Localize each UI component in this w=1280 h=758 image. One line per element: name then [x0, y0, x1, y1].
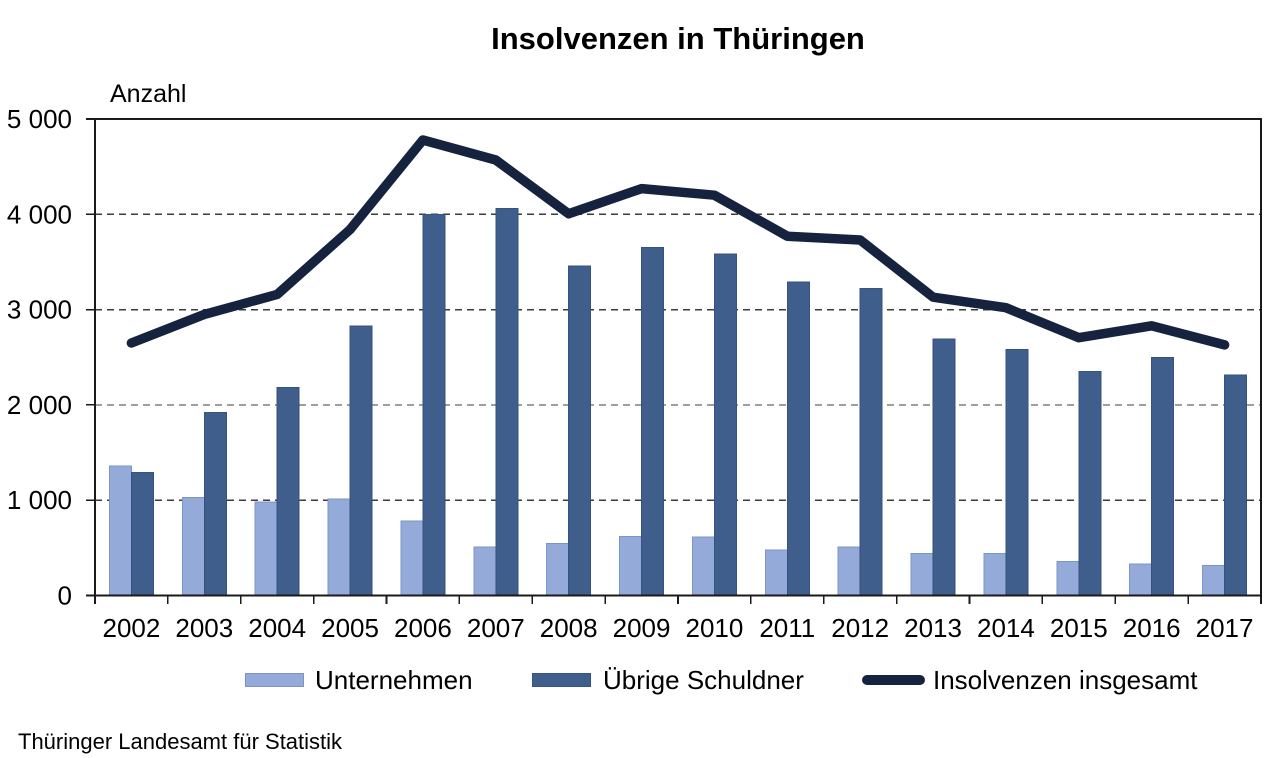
- x-label-2004: 2004: [248, 613, 306, 643]
- bar-uebrige-schuldner-2004: [276, 387, 300, 596]
- bar-unternehmen-2003: [181, 496, 205, 596]
- y-tick-label-4000: 4 000: [7, 199, 72, 229]
- bar-unternehmen-2005: [327, 498, 351, 597]
- y-tick-label-2000: 2 000: [7, 390, 72, 420]
- bar-unternehmen-2017: [1202, 564, 1226, 597]
- bar-uebrige-schuldner-2002: [130, 472, 154, 596]
- source-note: Thüringer Landesamt für Statistik: [18, 729, 343, 754]
- legend-swatch-unternehmen: [245, 673, 304, 687]
- legend-label-uebrige-schuldner: Übrige Schuldner: [603, 665, 804, 695]
- x-label-2013: 2013: [904, 613, 962, 643]
- x-label-2017: 2017: [1196, 613, 1254, 643]
- y-axis-title: Anzahl: [110, 80, 187, 108]
- x-label-2003: 2003: [175, 613, 233, 643]
- bar-unternehmen-2004: [254, 501, 278, 596]
- legend-label-unternehmen: Unternehmen: [315, 665, 473, 695]
- bar-unternehmen-2002: [108, 465, 132, 596]
- x-label-2010: 2010: [686, 613, 744, 643]
- bar-unternehmen-2014: [983, 553, 1007, 596]
- bar-unternehmen-2010: [691, 536, 715, 597]
- bar-uebrige-schuldner-2007: [495, 208, 519, 596]
- bar-uebrige-schuldner-2009: [641, 247, 665, 596]
- legend-swatch-insolvenzen-insgesamt-line: [862, 675, 925, 685]
- x-label-2009: 2009: [613, 613, 671, 643]
- bar-uebrige-schuldner-2014: [1005, 349, 1029, 596]
- bar-unternehmen-2012: [837, 546, 861, 596]
- x-label-2014: 2014: [977, 613, 1035, 643]
- bar-uebrige-schuldner-2013: [932, 338, 956, 596]
- x-label-2011: 2011: [759, 613, 815, 643]
- x-label-2016: 2016: [1123, 613, 1181, 643]
- bar-uebrige-schuldner-2017: [1224, 374, 1248, 596]
- bar-uebrige-schuldner-2003: [203, 412, 227, 596]
- y-tick-label-5000: 5 000: [7, 104, 72, 134]
- y-tick-label-3000: 3 000: [7, 295, 72, 325]
- bar-unternehmen-2013: [910, 553, 934, 596]
- bar-unternehmen-2006: [400, 520, 424, 597]
- legend-label-insolvenzen-insgesamt: Insolvenzen insgesamt: [933, 665, 1198, 695]
- bar-uebrige-schuldner-2015: [1078, 371, 1102, 597]
- legend-swatch-uebrige-schuldner: [532, 673, 591, 687]
- x-label-2015: 2015: [1050, 613, 1108, 643]
- bar-unternehmen-2007: [473, 546, 497, 596]
- bar-uebrige-schuldner-2006: [422, 213, 446, 597]
- x-label-2005: 2005: [321, 613, 379, 643]
- bar-unternehmen-2016: [1129, 563, 1153, 597]
- bar-uebrige-schuldner-2012: [859, 288, 883, 596]
- y-tick-label-1000: 1 000: [7, 485, 72, 515]
- chart-title: Insolvenzen in Thüringen: [491, 21, 865, 56]
- x-label-2007: 2007: [467, 613, 525, 643]
- bar-uebrige-schuldner-2011: [786, 281, 810, 596]
- bar-uebrige-schuldner-2016: [1151, 356, 1175, 596]
- y-tick-label-0: 0: [58, 581, 72, 611]
- x-label-2006: 2006: [394, 613, 452, 643]
- bar-unternehmen-2011: [764, 549, 788, 596]
- bar-uebrige-schuldner-2005: [349, 325, 373, 596]
- bar-unternehmen-2008: [546, 543, 570, 597]
- bar-unternehmen-2015: [1056, 561, 1080, 597]
- x-label-2012: 2012: [831, 613, 889, 643]
- bar-unternehmen-2009: [619, 535, 643, 596]
- bar-uebrige-schuldner-2010: [713, 253, 737, 597]
- total-insolvencies-line: [126, 135, 1230, 350]
- x-label-2002: 2002: [103, 613, 161, 643]
- bar-uebrige-schuldner-2008: [568, 265, 592, 596]
- x-label-2008: 2008: [540, 613, 598, 643]
